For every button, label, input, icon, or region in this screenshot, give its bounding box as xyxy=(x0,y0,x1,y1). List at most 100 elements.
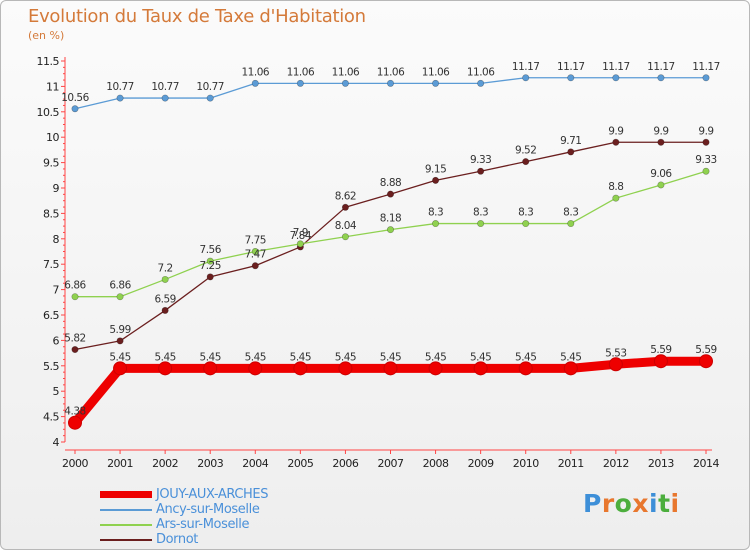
data-label: 5.99 xyxy=(109,324,130,336)
legend-item: Dornot xyxy=(100,532,268,547)
chart-legend: JOUY-AUX-ARCHES Ancy-sur-Moselle Ars-sur-M… xyxy=(100,487,268,547)
data-point xyxy=(248,361,263,376)
data-point xyxy=(161,94,169,102)
data-point xyxy=(518,361,533,376)
legend-swatch xyxy=(100,538,152,541)
chart-title: Evolution du Taux de Taxe d'Habitation xyxy=(28,6,366,27)
data-point xyxy=(522,74,530,82)
legend-swatch xyxy=(100,523,152,526)
data-point xyxy=(699,354,713,369)
data-label: 5.59 xyxy=(695,344,716,356)
data-point xyxy=(567,148,575,156)
proxiti-logo: Proxiti xyxy=(583,489,680,518)
data-label: 11.06 xyxy=(377,66,405,78)
y-tick-label: 9 xyxy=(53,182,60,195)
series-line xyxy=(74,141,707,351)
data-point xyxy=(113,361,128,376)
data-point xyxy=(428,361,443,376)
data-label: 9.06 xyxy=(650,168,672,180)
data-point xyxy=(612,138,620,146)
data-point xyxy=(338,361,353,376)
y-tick-label: 11 xyxy=(46,80,59,93)
data-label: 8.8 xyxy=(608,181,623,193)
data-label: 10.56 xyxy=(61,92,89,104)
data-point xyxy=(608,357,623,372)
data-point xyxy=(386,79,394,87)
x-tick-label: 2000 xyxy=(62,457,88,470)
y-tick-label: 4 xyxy=(53,436,60,449)
data-point xyxy=(71,105,79,113)
data-label: 6.86 xyxy=(109,280,131,292)
data-point xyxy=(341,233,349,241)
data-label: 11.06 xyxy=(467,66,495,78)
data-label: 7.47 xyxy=(245,249,266,261)
data-label: 5.45 xyxy=(425,351,446,363)
y-tick-label: 6.5 xyxy=(43,309,59,322)
data-label: 6.86 xyxy=(64,280,86,292)
data-label: 5.45 xyxy=(515,351,536,363)
data-point xyxy=(71,293,79,301)
data-point xyxy=(296,79,304,87)
data-point xyxy=(383,361,398,376)
data-point xyxy=(567,220,575,228)
data-point xyxy=(68,415,82,430)
x-tick-label: 2013 xyxy=(648,457,674,470)
data-label: 9.33 xyxy=(470,154,491,166)
data-point xyxy=(161,306,169,314)
chart-unit-label: (en %) xyxy=(28,29,65,42)
data-label: 6.59 xyxy=(154,293,175,305)
y-tick-label: 10.5 xyxy=(37,106,60,119)
data-label: 5.45 xyxy=(290,351,311,363)
data-point xyxy=(206,94,214,102)
brand-letter: r xyxy=(601,489,615,518)
data-point xyxy=(203,361,218,376)
data-point xyxy=(206,257,214,265)
data-label: 10.77 xyxy=(196,81,224,93)
data-point xyxy=(341,79,349,87)
data-label: 10.77 xyxy=(106,81,134,93)
data-label: 9.9 xyxy=(608,125,623,137)
data-label: 5.45 xyxy=(245,351,266,363)
data-label: 8.3 xyxy=(518,207,533,219)
data-label: 9.15 xyxy=(425,163,446,175)
y-tick-label: 8.5 xyxy=(43,207,59,220)
data-label: 8.04 xyxy=(335,220,357,232)
data-point xyxy=(563,361,578,376)
data-point xyxy=(657,74,665,82)
brand-letter: i xyxy=(649,489,659,518)
data-point xyxy=(522,220,530,228)
data-label: 5.45 xyxy=(200,351,221,363)
data-point xyxy=(657,181,665,189)
data-label: 7.25 xyxy=(200,260,221,272)
x-tick-label: 2007 xyxy=(378,457,404,470)
data-label: 11.17 xyxy=(602,61,630,73)
data-point xyxy=(657,138,665,146)
y-tick-label: 7.5 xyxy=(43,258,59,271)
data-label: 7.2 xyxy=(158,262,173,274)
data-label: 11.06 xyxy=(332,66,360,78)
legend-item: Ancy-sur-Moselle xyxy=(100,502,268,517)
data-point xyxy=(293,361,308,376)
data-point xyxy=(341,203,349,211)
data-point xyxy=(251,79,259,87)
data-label: 9.52 xyxy=(515,145,536,157)
x-tick-label: 2005 xyxy=(287,457,313,470)
data-point xyxy=(116,337,124,345)
data-label: 9.71 xyxy=(560,135,581,147)
legend-item: Ars-sur-Moselle xyxy=(100,517,268,532)
brand-letter: o xyxy=(614,489,633,518)
data-label: 5.45 xyxy=(335,351,356,363)
data-label: 5.45 xyxy=(470,351,491,363)
data-point xyxy=(71,346,79,354)
data-point xyxy=(116,293,124,301)
y-tick-label: 9.5 xyxy=(43,157,59,170)
data-point xyxy=(251,262,259,270)
data-label: 7.84 xyxy=(290,230,312,242)
legend-item: JOUY-AUX-ARCHES xyxy=(100,487,268,502)
x-tick-label: 2012 xyxy=(603,457,629,470)
data-label: 5.45 xyxy=(109,351,130,363)
legend-swatch xyxy=(100,491,152,498)
y-tick-label: 5 xyxy=(53,385,60,398)
